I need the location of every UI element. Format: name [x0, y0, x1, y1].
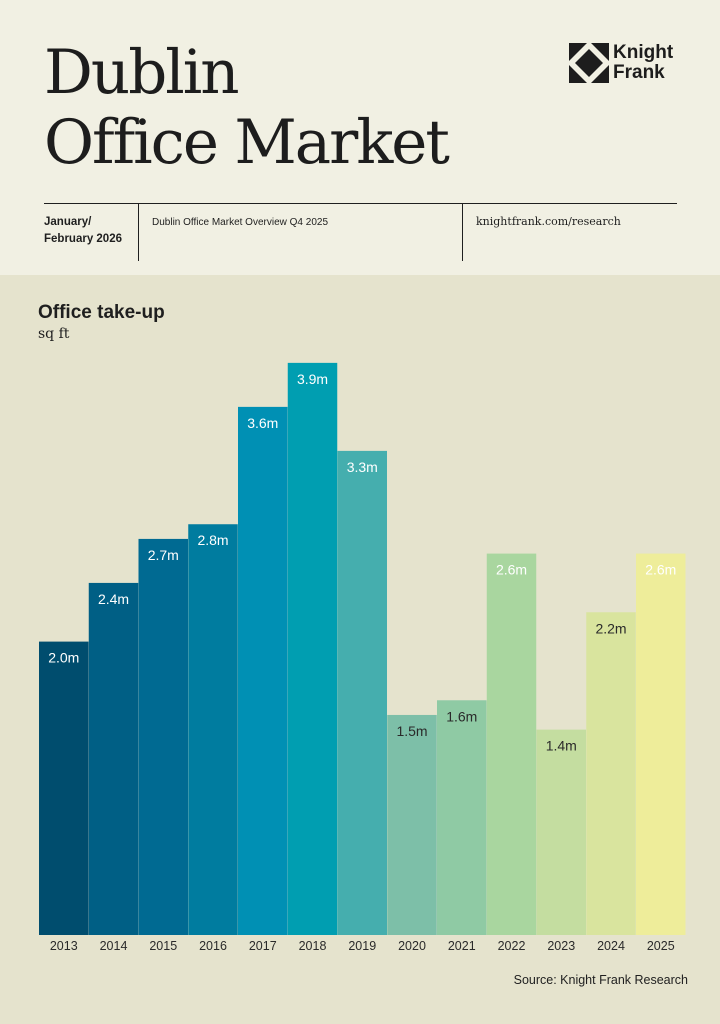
bar-2025 [636, 553, 686, 935]
logo-wordmark: Knight Frank [613, 43, 673, 83]
bar-2015 [138, 538, 188, 935]
title-line-2: Office Market [44, 107, 450, 178]
x-tick-2014: 2014 [100, 939, 128, 953]
logo-mark-icon [569, 43, 609, 83]
column-divider [462, 203, 463, 261]
source-note: Source: Knight Frank Research [513, 973, 688, 987]
bar-2016 [188, 524, 238, 935]
x-tick-2023: 2023 [547, 939, 575, 953]
x-tick-2017: 2017 [249, 939, 277, 953]
value-label-2025: 2.6m [645, 562, 676, 578]
knight-frank-logo: Knight Frank [569, 43, 679, 83]
logo-word-2: Frank [613, 62, 665, 83]
header-band: Dublin Office Market Knight Frank Januar… [0, 0, 720, 275]
x-tick-2018: 2018 [299, 939, 327, 953]
page-title: Dublin Office Market [44, 37, 450, 178]
x-tick-2025: 2025 [647, 939, 675, 953]
x-tick-2013: 2013 [50, 939, 78, 953]
bar-2014 [88, 582, 139, 935]
report-name: Dublin Office Market Overview Q4 2025 [152, 217, 329, 228]
header-divider [44, 203, 677, 204]
bar-2019 [337, 450, 387, 935]
x-tick-2016: 2016 [199, 939, 227, 953]
column-divider [138, 203, 139, 261]
value-label-2013: 2.0m [48, 650, 79, 666]
value-label-2021: 1.6m [446, 708, 477, 724]
value-label-2023: 1.4m [546, 738, 577, 754]
bar-2021 [437, 700, 487, 935]
value-label-2016: 2.8m [197, 532, 228, 548]
bar-2018 [287, 362, 338, 935]
bar-2013 [39, 641, 89, 935]
research-url: knightfrank.com/research [476, 215, 621, 228]
value-label-2024: 2.2m [595, 620, 626, 636]
bar-2022 [486, 553, 537, 935]
value-label-2014: 2.4m [98, 591, 129, 607]
bar-2020 [387, 714, 437, 935]
title-line-1: Dublin [44, 37, 240, 108]
value-label-2018: 3.9m [297, 371, 328, 387]
chart-title: Office take-up [38, 302, 165, 323]
value-label-2022: 2.6m [496, 562, 527, 578]
x-tick-2019: 2019 [348, 939, 376, 953]
publication-date: January/ February 2026 [44, 216, 122, 245]
x-tick-2024: 2024 [597, 939, 625, 953]
value-label-2020: 1.5m [396, 723, 427, 739]
x-tick-2020: 2020 [398, 939, 426, 953]
value-label-2017: 3.6m [247, 415, 278, 431]
chart-unit-label: sq ft [38, 326, 70, 342]
bar-2023 [536, 729, 586, 935]
value-label-2019: 3.3m [347, 459, 378, 475]
x-tick-2015: 2015 [149, 939, 177, 953]
x-tick-2022: 2022 [498, 939, 526, 953]
bar-2024 [586, 612, 636, 935]
x-tick-2021: 2021 [448, 939, 476, 953]
logo-word-1: Knight [613, 42, 674, 63]
value-label-2015: 2.7m [148, 547, 179, 563]
bar-2017 [238, 406, 288, 935]
